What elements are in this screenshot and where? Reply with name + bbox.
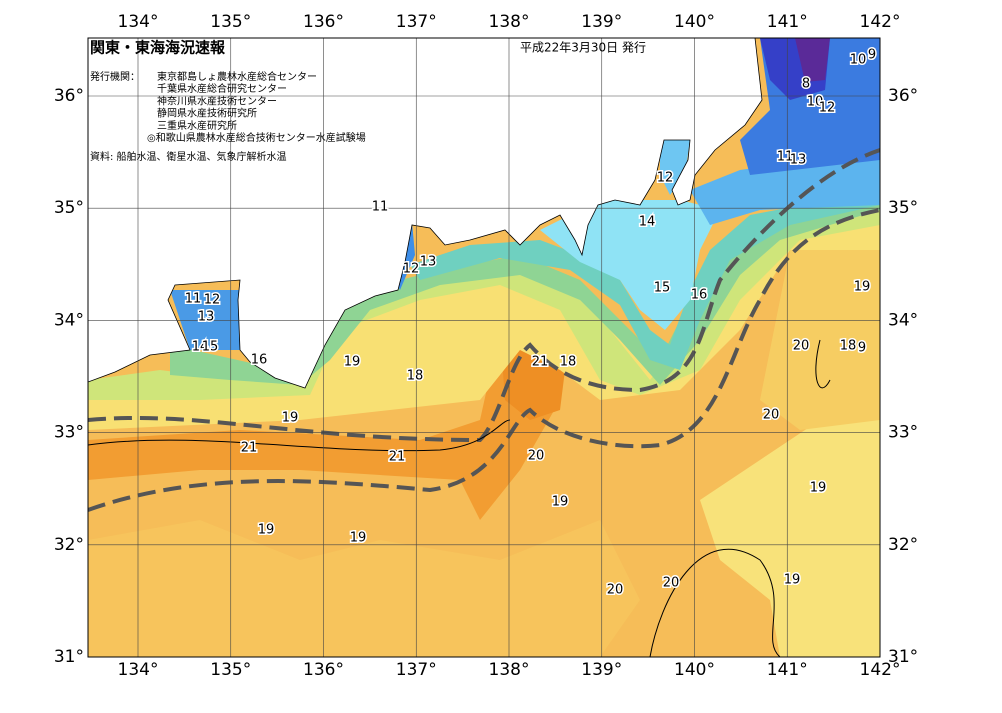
contour-label: 15: [202, 340, 219, 355]
issuer: 静岡県水産技術研究所: [157, 107, 257, 120]
contour-label: 14: [639, 215, 656, 230]
contour-label: 20: [793, 339, 810, 354]
contour-label: 20: [763, 408, 780, 423]
lat-label-right: 35°: [888, 198, 918, 218]
contour-label: 21: [241, 441, 258, 456]
contour-label: 9: [858, 341, 866, 356]
contour-label: 11: [777, 150, 794, 165]
issuer-label: 発行機関：: [90, 70, 140, 83]
contour-label: 21: [532, 355, 549, 370]
lon-label-top: 139°: [581, 12, 622, 32]
contour-label: 12: [657, 171, 674, 186]
lat-label-right: 33°: [888, 423, 918, 443]
lat-label-left: 36°: [54, 86, 84, 106]
contour-label: 13: [420, 255, 437, 270]
contour-label: 13: [790, 153, 807, 168]
lon-label-bottom: 141°: [767, 660, 808, 680]
lon-label-top: 140°: [674, 12, 715, 32]
lat-label-left: 33°: [54, 423, 84, 443]
contour-label: 18: [407, 369, 424, 384]
contour-label: 14: [192, 340, 209, 355]
contour-label: 19: [350, 531, 367, 546]
issuer: 三重県水産研究所: [157, 119, 237, 132]
lon-label-top: 135°: [210, 12, 251, 32]
lon-label-bottom: 139°: [581, 660, 622, 680]
issuer: 千葉県水産総合研究センター: [157, 82, 287, 95]
contour-label: 12: [204, 293, 221, 308]
contour-label: 12: [403, 262, 420, 277]
data-source: 資料: 船舶水温、衛星水温、気象庁解析水温: [90, 150, 287, 163]
lat-label-left: 31°: [54, 647, 84, 667]
contour-label: 12: [819, 101, 836, 116]
contour-label: 19: [854, 280, 871, 295]
issuer: ◎和歌山県農林水産総合技術センター水産試験場: [147, 131, 366, 144]
contour-label: 9: [868, 48, 876, 63]
contour-label: 19: [258, 523, 275, 538]
contour-label: 10: [807, 95, 824, 110]
lon-label-top: 138°: [489, 12, 530, 32]
contour-label: 11: [185, 292, 202, 307]
contour-label: 15: [654, 281, 671, 296]
lat-label-left: 32°: [54, 535, 84, 555]
contour-label: 20: [663, 576, 680, 591]
contour-label: 11: [372, 200, 389, 215]
map-frame: [87, 37, 881, 658]
contour-label: 19: [552, 495, 569, 510]
contour-label: 18: [560, 355, 577, 370]
lat-label-right: 36°: [888, 86, 918, 106]
contour-label: 19: [344, 355, 361, 370]
title: 関東・東海海況速報: [90, 39, 226, 57]
contour-label: 16: [691, 288, 708, 303]
contour-label: 16: [251, 353, 268, 368]
lat-label-left: 34°: [54, 310, 84, 330]
contour-label: 13: [198, 310, 215, 325]
lat-label-right: 34°: [888, 310, 918, 330]
lon-label-bottom: 135°: [210, 660, 251, 680]
issue-date: 平成22年3月30日 発行: [520, 41, 646, 55]
lon-label-bottom: 142°: [860, 660, 901, 680]
lon-label-top: 142°: [860, 12, 901, 32]
issuer: 神奈川県水産技術センター: [157, 94, 277, 107]
contour-label: 10: [850, 53, 867, 68]
lon-label-bottom: 134°: [118, 660, 159, 680]
issuer: 東京都島しょ農林水産総合センター: [157, 70, 317, 83]
contour-label: 19: [282, 411, 299, 426]
lat-label-right: 32°: [888, 535, 918, 555]
contour-label: 20: [528, 449, 545, 464]
contour-label: 21: [389, 450, 406, 465]
lon-label-bottom: 137°: [396, 660, 437, 680]
lon-label-bottom: 136°: [303, 660, 344, 680]
contour-label: 20: [607, 583, 624, 598]
lon-label-top: 134°: [118, 12, 159, 32]
lat-label-right: 31°: [888, 647, 918, 667]
contour-label: 18: [840, 339, 857, 354]
lon-label-top: 137°: [396, 12, 437, 32]
lon-label-bottom: 138°: [489, 660, 530, 680]
contour-label: 19: [784, 573, 801, 588]
sea-surface: [88, 38, 880, 657]
contour-label: 19: [810, 481, 827, 496]
lon-label-top: 136°: [303, 12, 344, 32]
contour-label: 8: [802, 77, 810, 92]
lat-label-left: 35°: [54, 198, 84, 218]
lon-label-top: 141°: [767, 12, 808, 32]
issuer-list: 東京都島しょ農林水産総合センター千葉県水産総合研究センター神奈川県水産技術センタ…: [147, 70, 366, 144]
lon-label-bottom: 140°: [674, 660, 715, 680]
